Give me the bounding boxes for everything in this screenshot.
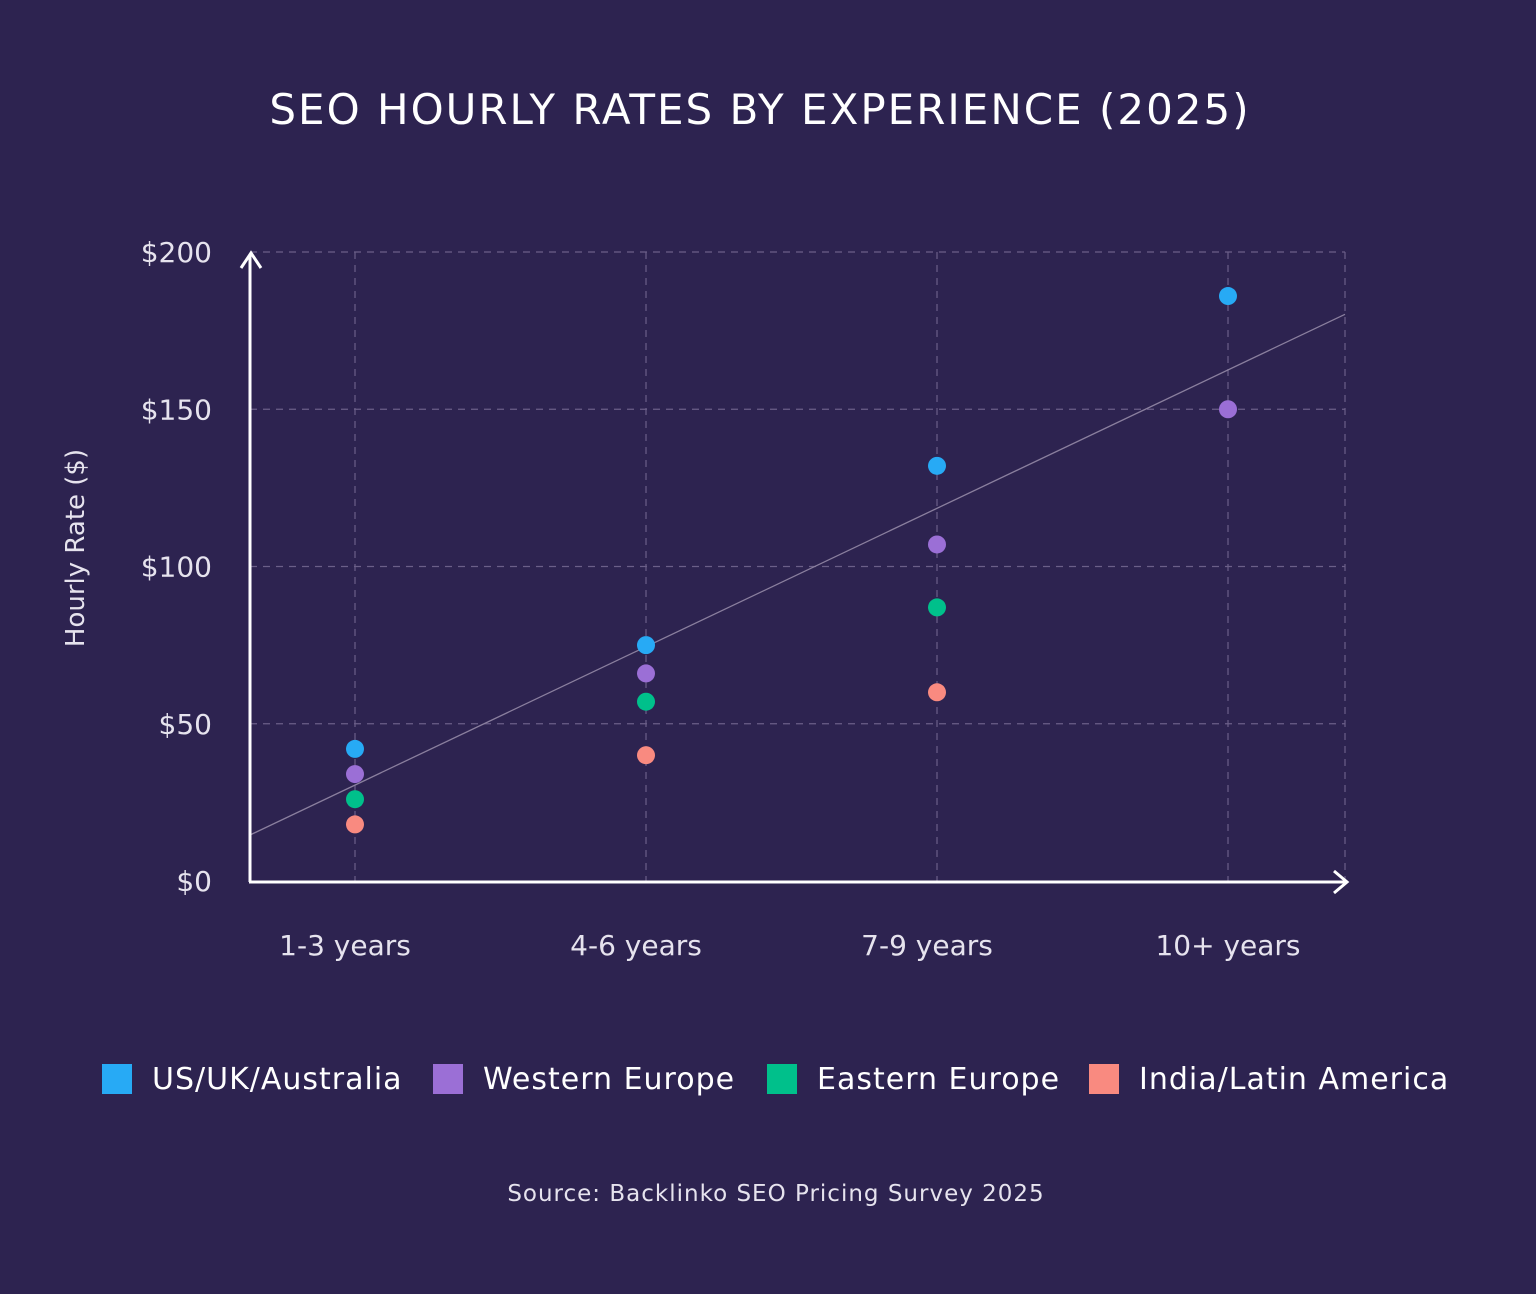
- grid: [250, 251, 1346, 882]
- legend-label: Western Europe: [483, 1062, 735, 1097]
- data-point: [346, 815, 364, 834]
- legend-swatch: [433, 1064, 463, 1094]
- trendline: [249, 313, 1346, 836]
- legend-label: US/UK/Australia: [152, 1062, 403, 1097]
- x-tick-label: 10+ years: [1155, 929, 1300, 962]
- data-point: [637, 692, 655, 711]
- data-point: [346, 739, 364, 758]
- chart-title: SEO HOURLY RATES BY EXPERIENCE (2025): [269, 85, 1250, 134]
- data-point: [928, 535, 946, 554]
- legend-swatch: [767, 1064, 797, 1094]
- x-tick-label: 7-9 years: [861, 929, 993, 962]
- x-tick-label: 4-6 years: [570, 929, 702, 962]
- y-axis-label: Hourly Rate ($): [61, 449, 91, 647]
- data-point: [346, 765, 364, 784]
- legend-label: India/Latin America: [1139, 1062, 1449, 1097]
- legend-swatch: [102, 1064, 132, 1094]
- y-tick-label: $100: [141, 551, 212, 584]
- data-point: [928, 683, 946, 702]
- y-axis: [239, 250, 263, 882]
- data-point: [637, 746, 655, 765]
- data-point: [637, 664, 655, 683]
- data-point: [1219, 287, 1237, 306]
- legend-label: Eastern Europe: [817, 1062, 1060, 1097]
- y-tick-label: $50: [159, 708, 212, 741]
- data-point: [1219, 400, 1237, 419]
- data-point: [928, 456, 946, 475]
- data-point: [637, 636, 655, 655]
- y-tick-label: $200: [141, 236, 212, 269]
- y-tick-label: $150: [141, 393, 212, 426]
- y-tick-label: $0: [176, 865, 212, 898]
- x-tick-label: 1-3 years: [279, 929, 411, 962]
- x-axis: [249, 869, 1350, 895]
- source-note: Source: Backlinko SEO Pricing Survey 202…: [507, 1181, 1044, 1207]
- data-point: [928, 598, 946, 617]
- legend: US/UK/Australia Western Europe Eastern Eur…: [102, 1062, 1449, 1097]
- data-point: [346, 790, 364, 809]
- legend-swatch: [1089, 1064, 1119, 1094]
